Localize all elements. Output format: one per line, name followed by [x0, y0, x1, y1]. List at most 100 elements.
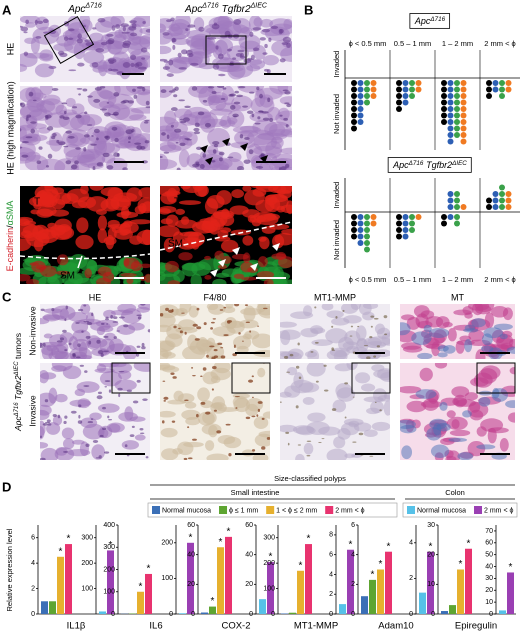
tissue — [244, 304, 249, 307]
tissue — [84, 134, 90, 138]
tissue — [373, 355, 377, 358]
tissue — [481, 333, 493, 346]
tissue — [67, 133, 79, 144]
dot — [454, 220, 460, 227]
tissue — [166, 73, 174, 77]
dot — [364, 240, 370, 246]
significance: * — [211, 596, 215, 607]
tissue — [401, 342, 422, 350]
tissue — [83, 50, 105, 65]
tissue — [124, 406, 134, 421]
tissue — [87, 420, 94, 424]
tissue — [363, 429, 378, 438]
micrograph — [400, 363, 515, 460]
dot — [364, 220, 370, 227]
significance: * — [269, 552, 273, 563]
tissue — [141, 342, 145, 347]
tissue — [238, 332, 241, 335]
y2-tick-label: 40 — [485, 563, 493, 570]
tissue — [130, 54, 137, 61]
tissue — [75, 147, 81, 150]
tissue — [212, 318, 217, 320]
tissue — [262, 52, 268, 55]
tissue — [91, 444, 105, 460]
tissue — [175, 307, 188, 317]
tissue — [172, 376, 177, 379]
bar — [145, 573, 152, 614]
tissue — [255, 165, 264, 169]
tissue — [168, 59, 174, 66]
tissue — [234, 304, 240, 307]
tissue — [227, 156, 234, 159]
tissue — [141, 57, 146, 60]
dot — [441, 220, 447, 227]
tissue — [62, 116, 70, 121]
tissue — [165, 214, 179, 227]
tissue — [20, 115, 38, 131]
tissue — [192, 163, 200, 168]
tissue — [236, 94, 244, 98]
tissue — [51, 87, 59, 91]
tissue — [218, 73, 226, 77]
tissue — [26, 231, 50, 248]
tissue — [144, 140, 150, 144]
dot — [402, 233, 409, 240]
tissue — [103, 451, 110, 454]
tissue — [133, 363, 150, 372]
tissue — [437, 345, 449, 352]
tissue — [94, 20, 113, 33]
tissue — [161, 132, 166, 136]
inset-box — [111, 362, 151, 394]
tissue — [144, 119, 150, 122]
tissue — [193, 131, 201, 135]
tissue — [108, 389, 112, 393]
tissue — [110, 68, 119, 72]
dot — [454, 99, 460, 106]
tissue — [183, 457, 188, 460]
tissue — [227, 48, 232, 52]
text-segment: tumors — [13, 333, 23, 359]
tissue — [72, 106, 78, 109]
dot — [370, 86, 377, 93]
tissue — [286, 42, 291, 48]
tissue — [39, 265, 57, 278]
dot — [357, 240, 364, 246]
tissue — [284, 102, 290, 104]
tissue — [113, 92, 120, 97]
dot — [447, 99, 454, 106]
tissue — [47, 423, 52, 426]
legend-frame — [147, 502, 398, 518]
tissue — [493, 323, 513, 330]
panel-label: C — [2, 289, 12, 304]
y2-tick-label: 2 — [329, 591, 333, 598]
tissue — [121, 31, 130, 34]
y2-tick-label: 100 — [81, 585, 93, 592]
tissue — [171, 37, 177, 43]
tissue — [122, 99, 130, 103]
chart-title: Epiregulin — [455, 621, 497, 632]
tissue — [333, 350, 348, 359]
tissue — [464, 312, 473, 319]
y2-tick-label: 4 — [329, 571, 333, 578]
dot — [351, 86, 357, 93]
tissue — [287, 442, 290, 446]
tissue — [61, 427, 75, 440]
tissue — [30, 128, 36, 134]
dot — [454, 93, 460, 99]
tissue — [122, 26, 127, 32]
tissue — [89, 186, 104, 191]
tissue — [161, 420, 165, 424]
tissue — [97, 391, 103, 395]
tissue — [245, 416, 251, 420]
tissue — [298, 382, 320, 393]
arrowhead — [210, 269, 218, 277]
tissue — [160, 225, 180, 238]
tissue — [302, 397, 315, 405]
tissue — [199, 164, 205, 169]
tissue — [279, 114, 283, 117]
tissue — [147, 329, 150, 333]
tissue — [286, 371, 291, 373]
tissue — [222, 87, 227, 90]
dot — [454, 86, 460, 93]
tissue — [170, 124, 174, 128]
